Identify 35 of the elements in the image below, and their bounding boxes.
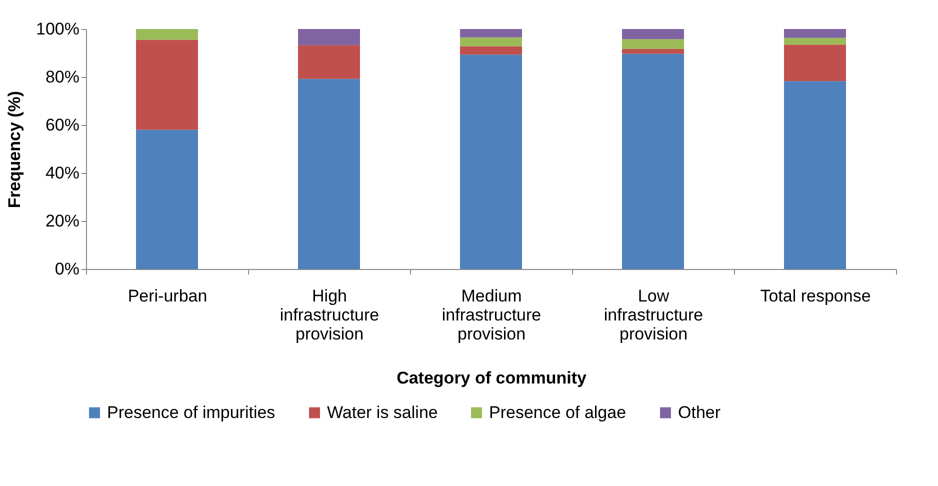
bar bbox=[136, 130, 198, 269]
bar bbox=[784, 44, 846, 82]
y-tick-label: 20% bbox=[45, 212, 80, 230]
bar bbox=[784, 81, 846, 269]
bar bbox=[136, 40, 198, 130]
bar bbox=[460, 54, 522, 269]
x-tick-label: High infrastructure provision bbox=[280, 286, 380, 344]
legend-label: Presence of algae bbox=[489, 402, 626, 422]
x-tick-label: Medium infrastructure provision bbox=[442, 286, 542, 344]
y-tick-label: 40% bbox=[45, 164, 80, 182]
bar bbox=[622, 54, 684, 269]
bar bbox=[460, 46, 522, 55]
x-axis-title: Category of community bbox=[396, 368, 587, 388]
bar bbox=[784, 29, 846, 38]
y-tick-label: 80% bbox=[45, 68, 80, 86]
bar bbox=[622, 39, 684, 49]
bar bbox=[298, 78, 360, 269]
y-tick-label: 0% bbox=[54, 260, 80, 278]
legend-label: Other bbox=[678, 402, 721, 422]
x-tick-label: Peri-urban bbox=[128, 286, 208, 306]
y-tick-label: 100% bbox=[36, 20, 80, 38]
bar bbox=[622, 29, 684, 40]
bar bbox=[298, 45, 360, 79]
bar bbox=[460, 37, 522, 46]
legend-label: Presence of impurities bbox=[107, 402, 276, 422]
bar bbox=[784, 38, 846, 45]
y-tick-label: 60% bbox=[45, 116, 80, 134]
bar bbox=[298, 29, 360, 46]
legend-label: Water is saline bbox=[327, 402, 438, 422]
bar bbox=[460, 29, 522, 38]
bar bbox=[136, 29, 198, 40]
bar bbox=[622, 48, 684, 54]
y-axis-title: Frequency (%) bbox=[5, 90, 24, 208]
x-tick-label: Low infrastructure provision bbox=[604, 286, 704, 344]
x-tick-label: Total response bbox=[760, 286, 871, 306]
